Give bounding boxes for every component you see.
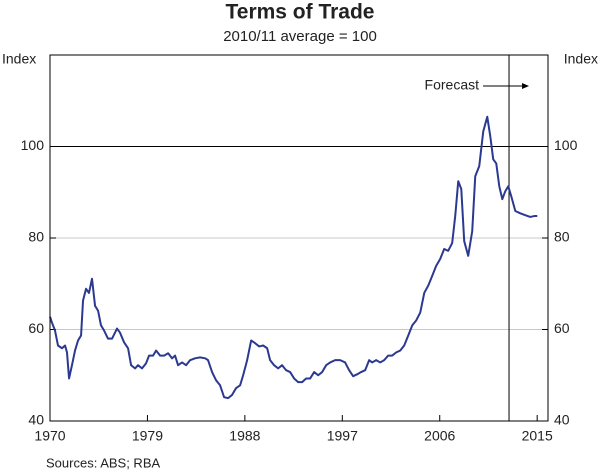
y-tick-label: 80 [28,229,44,245]
annotation-arrowhead [522,83,530,89]
y2-tick-label: 80 [554,229,570,245]
x-tick-label: 1988 [229,428,260,444]
x-tick-label: 1979 [132,428,163,444]
data-line [49,115,538,400]
y-tick-label: 60 [28,320,44,336]
annotation: Forecast [425,77,480,93]
y2-tick-label: 40 [554,412,570,428]
source-note: Sources: ABS; RBA [46,455,160,470]
y-tick-label: 100 [21,137,45,153]
y-axis-label: Index [2,51,36,67]
plot-frame [49,54,549,422]
y2-axis-label: Index [564,51,598,67]
x-tick-label: 1970 [34,428,65,444]
x-tick-label: 2006 [424,428,455,444]
x-tick-label: 2015 [522,428,553,444]
chart-subtitle: 2010/11 average = 100 [223,28,377,45]
chart-title: Terms of Trade [226,1,375,24]
x-tick-label: 1997 [327,428,358,444]
y-tick-label: 40 [28,412,44,428]
y2-tick-label: 100 [554,137,578,153]
y2-tick-label: 60 [554,320,570,336]
